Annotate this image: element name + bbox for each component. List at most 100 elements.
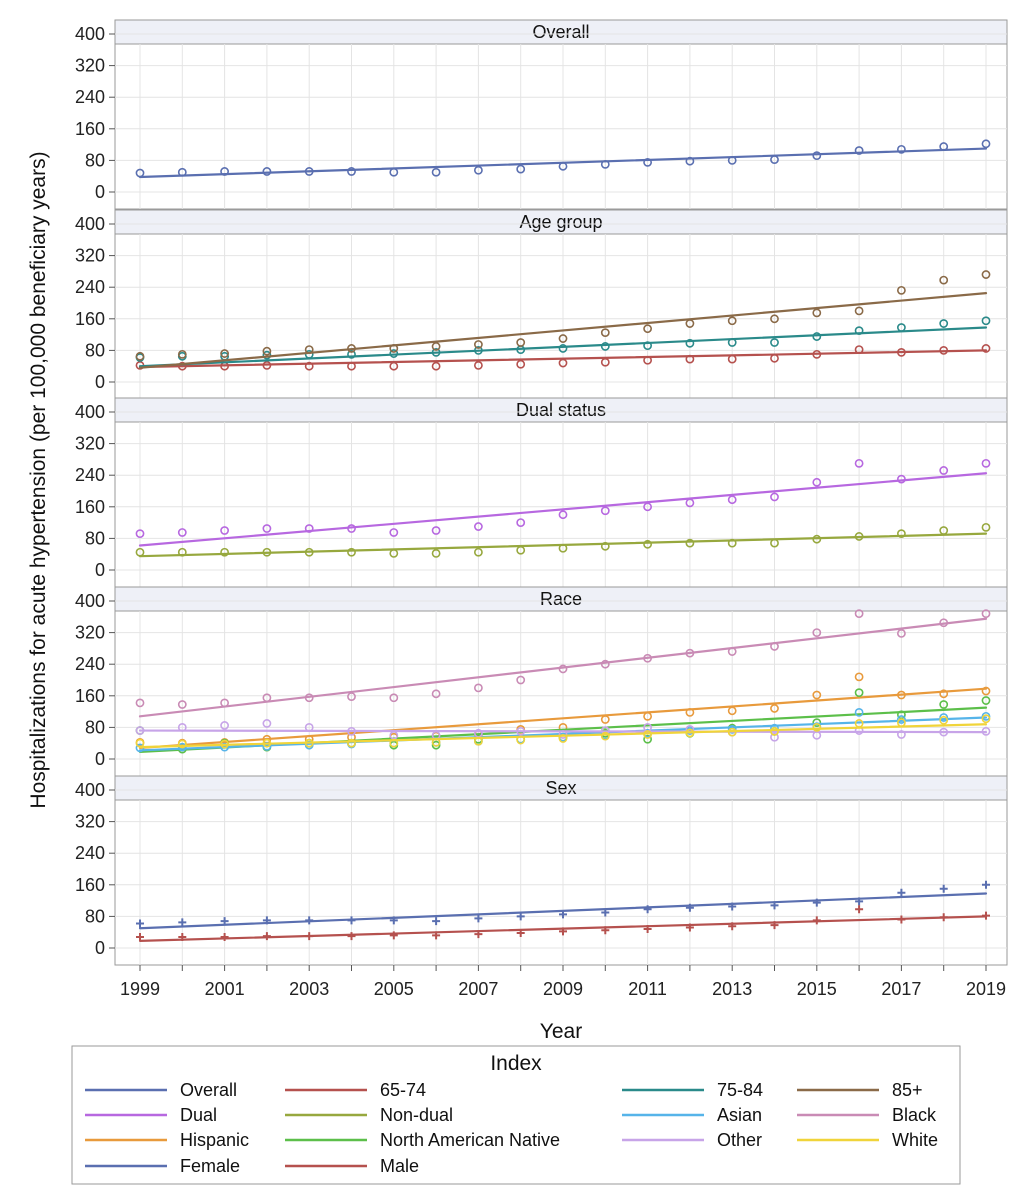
panel-age-group: Age group 0 80 160 240 320 400: [75, 209, 1008, 400]
legend-label: Female: [180, 1156, 240, 1176]
data-point: [177, 700, 187, 709]
legend-label: White: [892, 1130, 938, 1150]
panel-title-strip: [114, 586, 1008, 612]
data-point: [177, 167, 187, 177]
data-point: [220, 349, 229, 358]
data-point: [854, 458, 864, 468]
panel-title-strip: [114, 775, 1008, 801]
data-point: [685, 728, 695, 738]
data-point: [643, 734, 652, 744]
series-black: [135, 609, 991, 718]
series-non-dual: [135, 522, 991, 558]
data-point: [220, 547, 229, 557]
data-point: [727, 647, 737, 656]
data-point: [981, 686, 991, 696]
data-point: [939, 715, 949, 725]
legend-title: Index: [490, 1052, 542, 1075]
y-tick-label: 80: [85, 528, 105, 548]
legend-item-85-: 85+: [797, 1080, 923, 1100]
legend-label: Black: [892, 1105, 937, 1125]
data-point: [854, 532, 864, 541]
data-point: [981, 726, 991, 736]
y-tick-label: 160: [75, 309, 105, 329]
x-axis: 1999 2001 2003 2005 2007 2009 2011 2013 2015 2017…: [120, 965, 1006, 999]
y-tick-label: 80: [85, 150, 105, 170]
data-point: [262, 167, 272, 176]
data-point: [812, 723, 822, 732]
legend-item-overall: Overall: [85, 1080, 237, 1100]
data-point: [220, 167, 229, 176]
x-tick-label: 2011: [628, 979, 667, 999]
data-point: [897, 347, 906, 357]
y-tick-label: 80: [85, 906, 105, 926]
data-point: [770, 314, 779, 324]
data-point: [812, 898, 821, 907]
data-point: [347, 547, 356, 557]
x-tick-label: 2017: [881, 979, 921, 999]
data-point: [262, 524, 272, 533]
data-point: [305, 916, 314, 925]
data-point: [516, 545, 526, 555]
data-point: [939, 618, 949, 628]
legend-item-white: White: [797, 1130, 938, 1150]
data-point: [770, 642, 779, 651]
data-point: [939, 466, 949, 475]
data-point: [558, 734, 568, 743]
data-point: [812, 628, 822, 637]
data-point: [812, 308, 822, 318]
data-point: [177, 723, 187, 732]
data-point: [262, 738, 272, 748]
data-point: [685, 648, 695, 658]
y-tick-label: 160: [75, 497, 105, 517]
legend-item-hispanic: Hispanic: [85, 1130, 249, 1150]
data-point: [389, 167, 399, 177]
data-point: [812, 332, 822, 341]
y-tick-label: 400: [75, 402, 105, 422]
data-point: [559, 910, 567, 919]
data-point: [304, 524, 314, 533]
data-point: [601, 908, 610, 917]
data-point: [897, 730, 906, 739]
data-point: [389, 931, 398, 940]
y-tick-label: 320: [75, 246, 105, 266]
legend-label: Overall: [180, 1080, 237, 1100]
y-tick-label: 0: [95, 938, 105, 958]
data-point: [812, 916, 821, 925]
panel-sex: Sex 0 80 160 240 320 400: [75, 775, 1008, 966]
data-point: [854, 707, 864, 717]
legend-label: Hispanic: [180, 1130, 249, 1150]
data-point: [136, 932, 144, 941]
data-point: [220, 698, 229, 708]
data-point: [727, 727, 737, 737]
data-point: [643, 324, 652, 334]
x-tick-label: 2013: [712, 979, 752, 999]
trend-line: [138, 687, 988, 750]
data-point: [897, 718, 906, 728]
data-point: [347, 916, 356, 925]
data-point: [177, 361, 187, 371]
data-point: [347, 167, 356, 176]
y-tick-label: 400: [75, 24, 105, 44]
data-point: [304, 738, 314, 748]
data-point: [770, 492, 779, 502]
panels-layer: Overall 0 80 160 240 320 400 Age group 0 80 160 240…: [75, 19, 1008, 966]
data-point: [770, 901, 779, 910]
data-point: [347, 344, 356, 353]
data-point: [135, 529, 145, 539]
data-point: [389, 693, 399, 703]
data-point: [685, 338, 695, 348]
data-point: [854, 609, 864, 619]
data-point: [516, 735, 526, 745]
legend: Index Overall 65-74 75-84 85+ Dual Non-dual Asi…: [71, 1045, 961, 1185]
data-point: [685, 319, 695, 328]
data-point: [728, 902, 737, 911]
data-point: [600, 159, 610, 169]
data-point: [177, 739, 187, 749]
data-point: [812, 477, 822, 487]
data-point: [347, 692, 356, 701]
panel-dual-status: Dual status 0 80 160 240 320 400: [75, 397, 1008, 588]
data-point: [516, 912, 525, 921]
data-point: [473, 165, 483, 175]
data-point: [939, 727, 949, 737]
data-point: [727, 316, 737, 326]
